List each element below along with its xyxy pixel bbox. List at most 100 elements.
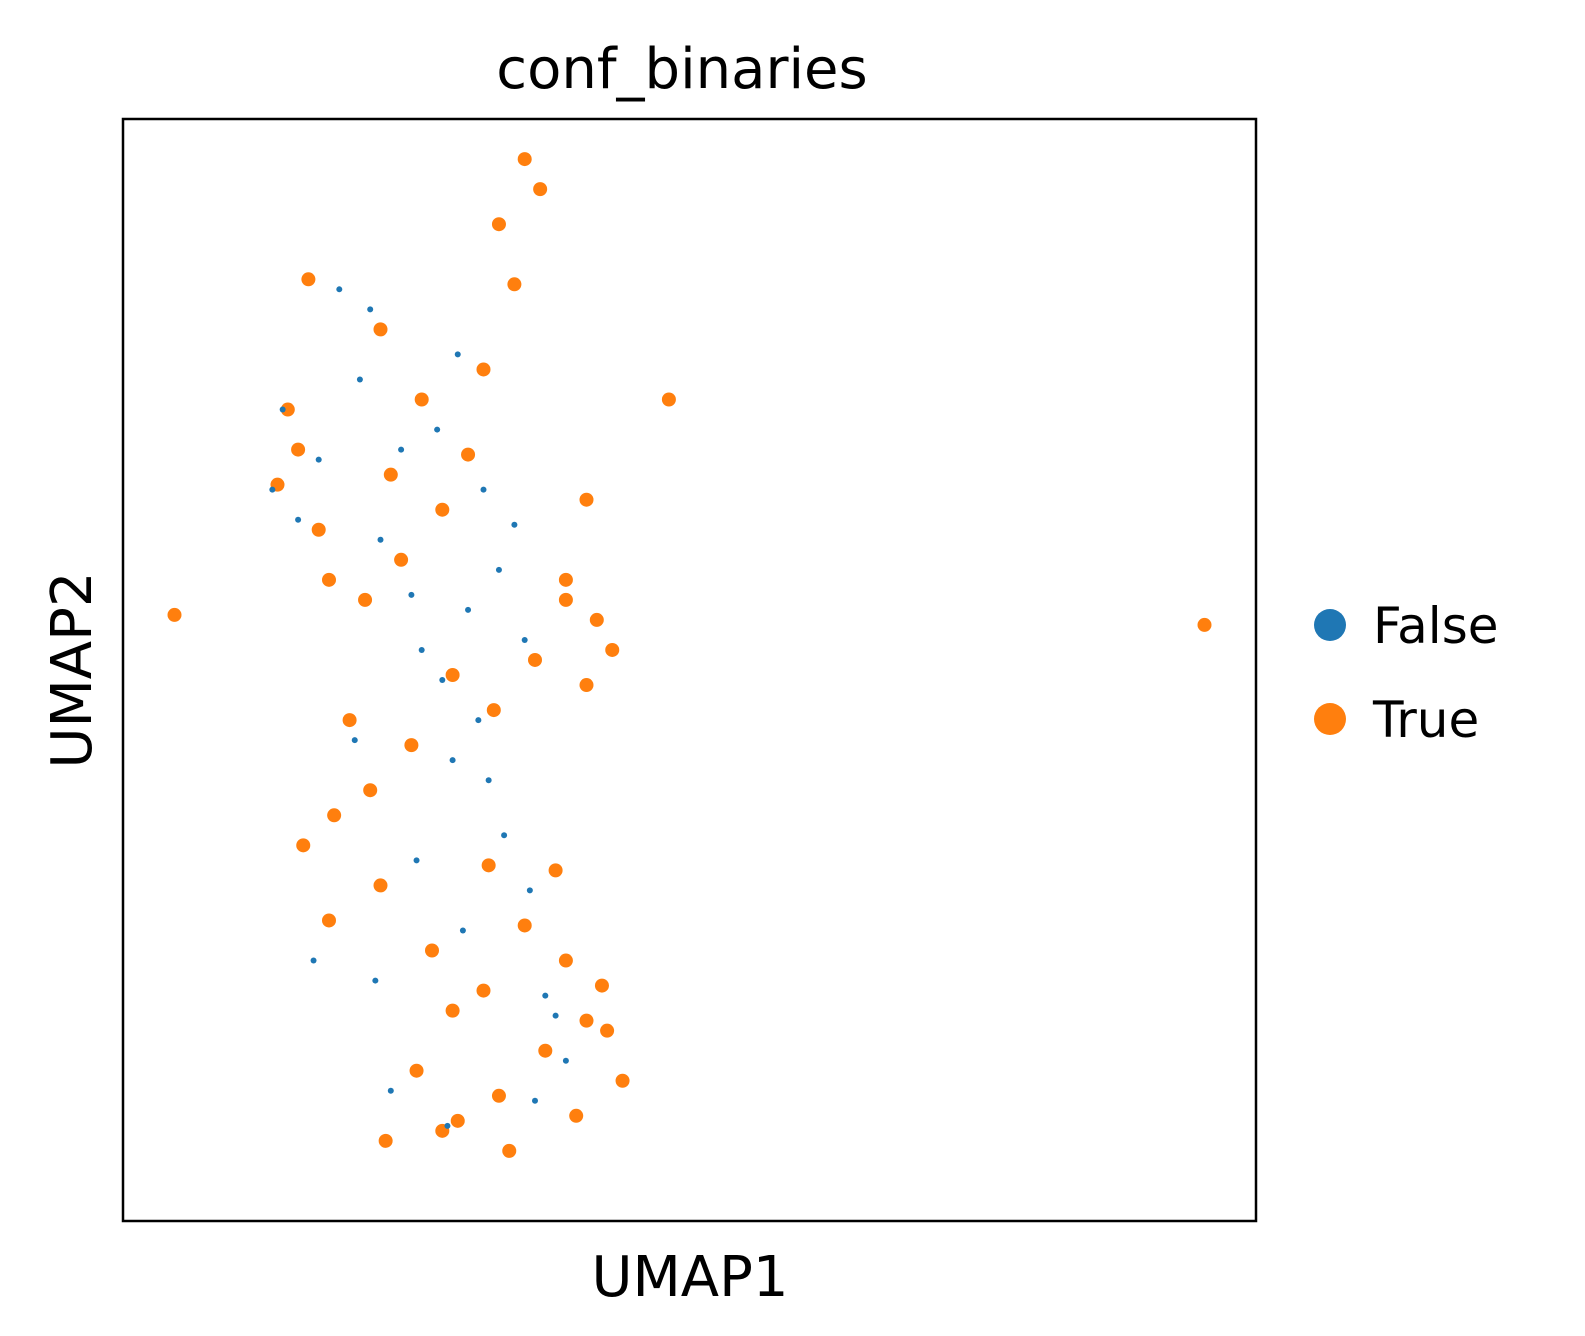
point-true — [491, 217, 506, 232]
legend: False True — [1314, 597, 1499, 749]
point-false — [562, 1057, 569, 1064]
point-false — [367, 306, 374, 313]
point-true — [548, 863, 563, 878]
point-true — [615, 1073, 630, 1088]
point-true — [311, 522, 326, 537]
point-false — [372, 977, 379, 984]
point-true — [342, 713, 357, 728]
legend-marker-true — [1314, 703, 1346, 735]
point-true — [358, 592, 373, 607]
legend-marker-false — [1314, 609, 1346, 641]
point-false — [552, 1012, 559, 1019]
point-false — [377, 536, 384, 543]
point-true — [296, 838, 311, 853]
point-true — [538, 1043, 553, 1058]
point-true — [373, 322, 388, 337]
point-true — [507, 277, 522, 292]
plot-area — [121, 117, 1258, 1223]
point-true — [383, 467, 398, 482]
point-true — [425, 943, 439, 958]
point-false — [480, 486, 487, 493]
point-false — [315, 456, 322, 463]
point-true — [461, 447, 476, 462]
point-true — [373, 878, 388, 893]
point-false — [465, 606, 472, 613]
point-true — [445, 668, 460, 683]
point-true — [558, 953, 573, 968]
point-false — [418, 646, 425, 653]
point-true — [322, 572, 336, 587]
point-true — [1197, 617, 1212, 632]
point-true — [476, 983, 491, 998]
scatter-points — [167, 152, 1212, 1158]
point-true — [486, 703, 501, 718]
point-false — [454, 351, 461, 358]
point-true — [476, 362, 491, 377]
point-true — [414, 392, 429, 407]
legend-label-true: True — [1372, 691, 1479, 749]
point-true — [450, 1113, 465, 1128]
point-true — [533, 182, 548, 197]
point-false — [269, 486, 276, 493]
point-true — [445, 1003, 460, 1018]
point-true — [579, 1013, 594, 1028]
point-false — [279, 406, 286, 413]
point-true — [322, 913, 336, 928]
point-true — [661, 392, 676, 407]
point-true — [491, 1088, 506, 1103]
point-true — [363, 783, 378, 798]
point-true — [280, 402, 295, 417]
point-false — [511, 521, 518, 528]
point-true — [569, 1108, 584, 1123]
point-false — [521, 636, 528, 643]
legend-label-false: False — [1373, 597, 1499, 655]
x-axis-label: UMAP1 — [591, 1245, 788, 1310]
point-false — [295, 516, 302, 523]
point-true — [291, 442, 306, 457]
point-true — [327, 808, 342, 823]
point-true — [528, 652, 542, 667]
point-false — [542, 992, 549, 999]
point-false — [526, 887, 533, 894]
point-true — [600, 1023, 615, 1038]
point-true — [435, 502, 450, 517]
point-true — [481, 858, 496, 873]
point-false — [485, 777, 492, 784]
point-false — [439, 677, 446, 684]
point-true — [301, 272, 316, 287]
point-false — [532, 1097, 538, 1104]
point-false — [351, 737, 358, 744]
point-false — [413, 857, 420, 864]
point-true — [589, 612, 604, 627]
point-true — [558, 572, 573, 587]
point-true — [404, 738, 419, 753]
axes-frame — [121, 117, 1258, 1223]
point-true — [558, 592, 573, 607]
point-false — [356, 376, 363, 383]
point-true — [409, 1063, 424, 1078]
point-false — [310, 957, 317, 964]
point-false — [449, 757, 456, 764]
point-false — [459, 927, 466, 934]
point-true — [605, 642, 620, 657]
point-true — [167, 607, 182, 622]
point-true — [378, 1133, 393, 1148]
point-true — [579, 678, 594, 693]
point-false — [336, 286, 343, 293]
point-true — [394, 552, 409, 567]
point-false — [501, 832, 508, 839]
point-true — [517, 918, 532, 933]
point-false — [444, 1122, 451, 1129]
point-false — [387, 1087, 394, 1094]
y-axis-label: UMAP2 — [40, 571, 105, 768]
point-false — [475, 717, 482, 724]
point-true — [517, 152, 532, 167]
point-true — [502, 1143, 517, 1158]
point-false — [434, 426, 441, 433]
point-true — [579, 492, 594, 507]
point-true — [594, 978, 609, 993]
point-false — [398, 446, 405, 453]
point-false — [495, 566, 502, 573]
point-false — [408, 591, 415, 598]
